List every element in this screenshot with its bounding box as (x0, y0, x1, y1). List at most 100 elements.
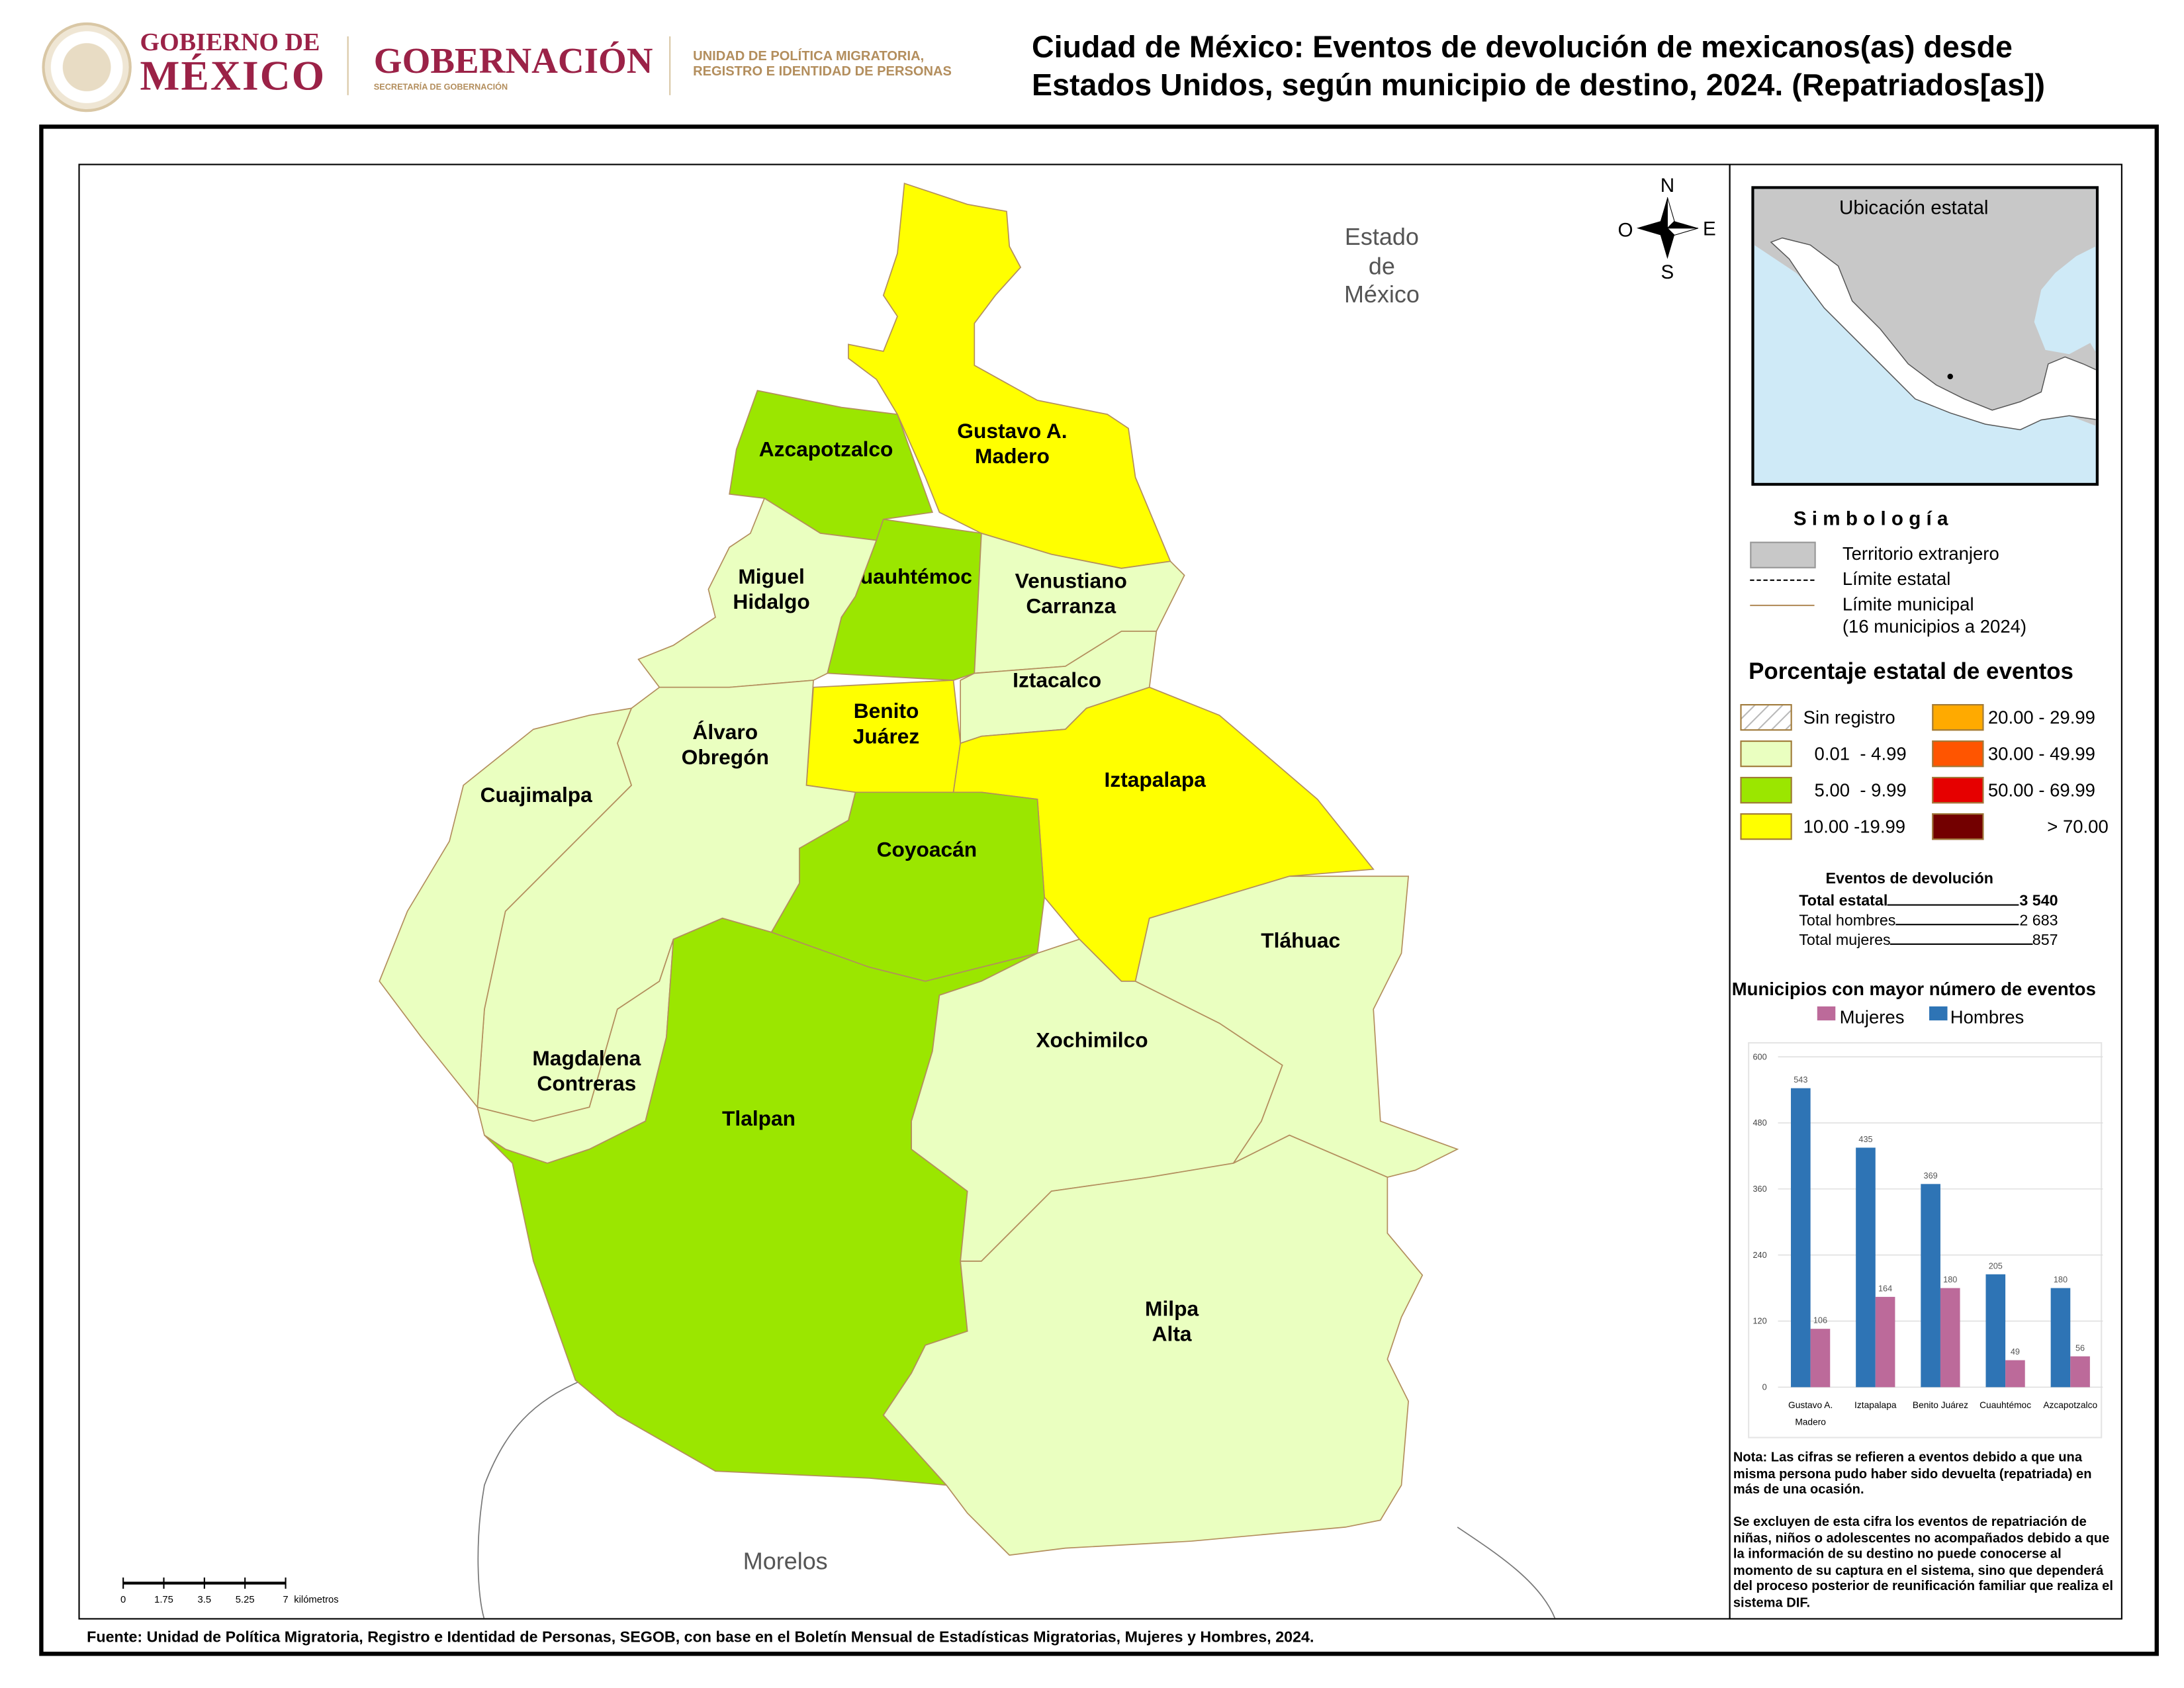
legend-mujeres-swatch (1817, 1006, 1836, 1021)
inset-map-graphic (1754, 189, 2096, 431)
svg-text:kilómetros: kilómetros (294, 1595, 338, 1605)
legend-swatch-c30 (1932, 740, 1984, 768)
chart-title: Municipios con mayor número de eventos (1731, 978, 2096, 1000)
legend-swatch-c0 (1740, 740, 1792, 768)
municipio-label: Magdalena Contreras (532, 1046, 641, 1095)
neighbor-label-morelos: Morelos (743, 1547, 828, 1574)
municipio-label: Coyoacán (877, 838, 978, 862)
municipio-label: Iztapalapa (1105, 768, 1206, 791)
source-text: Fuente: Unidad de Política Migratoria, R… (87, 1629, 1314, 1646)
svg-text:0: 0 (120, 1595, 126, 1605)
simb-label: Límite estatal (1842, 568, 1951, 590)
total-value: 857 (2032, 932, 2058, 950)
cdmx-location-marker (1947, 373, 1953, 380)
neighbor-label-estado-de-mexico: de (1369, 253, 1395, 280)
municipio-label: Benito Juárez (853, 699, 920, 748)
legend-label: 5.00 - 9.99 (1814, 779, 1907, 801)
chart-plot-border (1748, 1042, 2103, 1439)
data-label: 180 (1943, 1275, 1957, 1284)
map-canvas: Gustavo A. MaderoAzcapotzalcoCuauhtémocMi… (120, 175, 1716, 1619)
legend-title: Porcentaje estatal de eventos (1749, 659, 2073, 685)
side-panel (1729, 163, 2122, 1620)
bar-mujeres (2070, 1356, 2090, 1388)
total-label: Total estatal (1799, 893, 1888, 911)
total-row: Total mujeres 857 (1799, 932, 2058, 949)
simb-label: (16 municipios a 2024) (1842, 615, 2027, 637)
municipio-label: Azcapotzalco (759, 437, 893, 461)
data-label: 369 (1924, 1171, 1938, 1180)
legend-label: 30.00 - 49.99 (1987, 743, 2095, 765)
legend-label: 20.00 - 29.99 (1987, 707, 2095, 729)
svg-text:1.75: 1.75 (154, 1595, 173, 1605)
scale-bar: 0 1.75 3.5 5.25 7 kilómetros (120, 1577, 339, 1605)
note-1: Nota: Las cifras se refieren a eventos d… (1733, 1450, 2092, 1498)
y-tick-label: 360 (1752, 1184, 1766, 1194)
municipio-label: Milpa Alta (1145, 1296, 1199, 1345)
bar-chart: 0 120 240 360 480 600 543 106 Gustavo A. Madero 43… (1748, 1042, 2103, 1439)
neighbor-label-estado-de-mexico: México (1344, 281, 1420, 308)
leader-line (1888, 893, 2020, 906)
map-title: Ciudad de México: Eventos de devolución … (1032, 29, 2045, 103)
y-tick-label: 120 (1752, 1317, 1766, 1326)
bar-hombres (1985, 1274, 2006, 1388)
x-tick-label: Gustavo A. (1788, 1400, 1833, 1410)
municipio-label: Tlalpan (722, 1106, 796, 1130)
state-border-line (477, 1380, 1556, 1619)
bar-mujeres (1810, 1329, 1831, 1388)
bar-mujeres (1875, 1296, 1895, 1388)
compass-letter: S (1661, 261, 1674, 283)
data-label: 49 (2011, 1347, 2020, 1356)
inset-title: Ubicación estatal (1839, 196, 1989, 219)
data-label: 205 (1989, 1261, 2003, 1270)
x-tick-label: Cuauhtémoc (1979, 1400, 2031, 1410)
y-tick-label: 0 (1762, 1383, 1767, 1392)
legend-label: > 70.00 (2047, 816, 2109, 838)
bar-mujeres (1940, 1288, 1960, 1388)
total-row: Total hombres 2 683 (1799, 912, 2058, 929)
legend-swatch-sin_registro (1740, 704, 1792, 731)
legend-swatch-c50 (1932, 777, 1984, 804)
y-tick-label: 240 (1752, 1251, 1766, 1260)
total-value: 3 540 (2019, 893, 2058, 911)
outer-frame (39, 124, 2159, 1656)
municipio-cuajimalpa[interactable] (379, 707, 633, 1109)
y-tick-label: 480 (1752, 1118, 1766, 1128)
gobierno-de-mexico-logo: GOBIERNO DE MÉXICO (140, 28, 326, 100)
totals-title: Eventos de devolución (1825, 870, 1993, 888)
svg-text:3.5: 3.5 (198, 1595, 212, 1605)
legend-swatch-c20 (1932, 704, 1984, 731)
legend-hombres-swatch (1929, 1006, 1948, 1021)
x-tick-label: Azcapotzalco (2043, 1400, 2097, 1410)
legend-label: Sin registro (1803, 707, 1895, 729)
data-label: 543 (1794, 1075, 1807, 1085)
municipio-label: Venustiano Carranza (1015, 568, 1127, 617)
simbologia-title: S i m b o l o g í a (1793, 506, 1948, 529)
total-label: Total hombres (1799, 912, 1896, 930)
bar-hombres (1791, 1088, 1811, 1388)
compass-rose-icon: N S E O (1617, 175, 1715, 283)
simb-label: Territorio extranjero (1842, 543, 1999, 564)
map-frame: Gustavo A. Madero Azcapotzalco Cuauhtémoc Mi… (78, 163, 1731, 1620)
municipio-label: Miguel Hidalgo (733, 564, 809, 613)
y-tick-label: 600 (1752, 1052, 1766, 1061)
municipio-label: Cuajimalpa (480, 783, 593, 807)
total-value: 2 683 (2019, 912, 2058, 930)
data-label: 180 (2054, 1275, 2068, 1284)
legend-swatch-c5 (1740, 777, 1792, 804)
logo-divider (347, 36, 349, 95)
gobernacion-logo: GOBERNACIÓN SECRETARÍA DE GOBERNACIÓN (373, 40, 653, 93)
bar-mujeres (2005, 1360, 2025, 1388)
x-tick-label: Madero (1795, 1417, 1826, 1427)
unit-name: UNIDAD DE POLÍTICA MIGRATORIA, REGISTRO E… (693, 49, 952, 80)
bar-hombres (1856, 1147, 1876, 1388)
data-label: 56 (2075, 1343, 2085, 1353)
legend-hombres-label: Hombres (1950, 1006, 2025, 1028)
municipio-milpa-alta[interactable] (882, 1134, 1424, 1556)
inset-map: Ubicación estatal (1751, 186, 2099, 486)
x-tick-label: Iztapalapa (1854, 1400, 1897, 1410)
svg-text:7: 7 (283, 1595, 288, 1605)
municipio-label: Álvaro Obregón (682, 720, 769, 769)
leader-line (1895, 912, 2020, 926)
limite-estatal-line (1750, 579, 1815, 581)
legend-label: 10.00 -19.99 (1803, 816, 1906, 838)
